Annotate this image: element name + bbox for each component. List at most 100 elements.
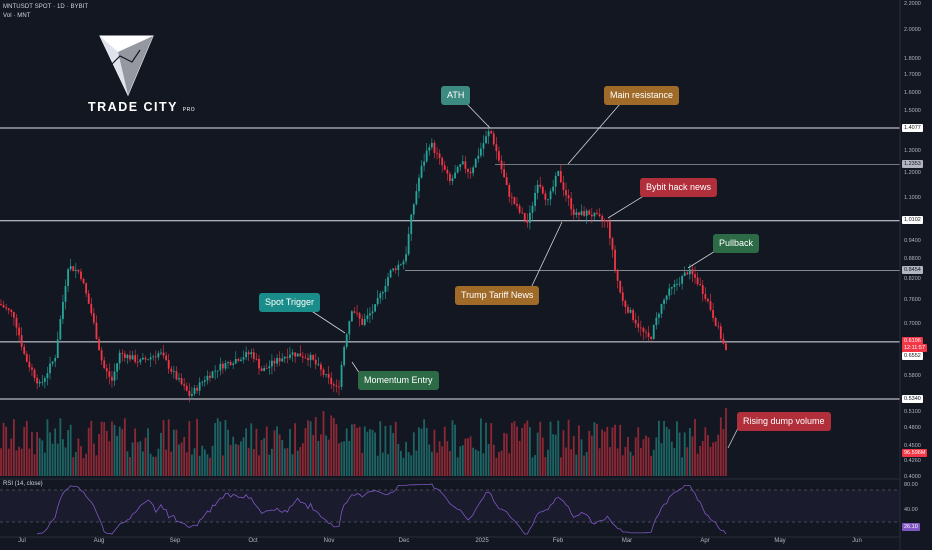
candle-body — [707, 298, 709, 302]
candle-body — [227, 362, 229, 364]
volume-bar — [170, 451, 173, 476]
candle-body — [247, 352, 250, 355]
candle-body — [90, 303, 93, 314]
candle-body — [7, 308, 10, 311]
volume-bar — [154, 456, 157, 476]
volume-bar — [725, 407, 727, 476]
candle-body — [642, 328, 645, 332]
volume-bar — [296, 450, 299, 476]
candle-body — [619, 280, 622, 293]
volume-bar — [562, 430, 565, 476]
candle-body — [126, 355, 129, 359]
volume-bar — [252, 449, 255, 476]
y-tick: 1.8000 — [904, 56, 921, 62]
volume-bar — [172, 429, 175, 476]
candle-body — [374, 304, 376, 312]
volume-bar — [714, 441, 717, 476]
month-label: Apr — [700, 538, 710, 544]
volume-bar — [7, 448, 10, 476]
rising-dump-volume-label[interactable]: Rising dump volume — [737, 412, 831, 431]
candle-body — [554, 175, 557, 187]
y-tick: 0.9400 — [904, 238, 921, 244]
candle-body — [92, 313, 95, 323]
volume-bar — [647, 437, 650, 476]
volume-bar — [572, 436, 575, 476]
volume-bar — [585, 451, 588, 476]
volume-bar — [425, 427, 428, 476]
volume-bar — [464, 438, 467, 476]
volume-bar — [446, 441, 449, 476]
volume-bar — [31, 431, 33, 476]
month-label: Aug — [93, 538, 105, 544]
candle-body — [144, 357, 147, 360]
candle-body — [240, 359, 242, 361]
candle-body — [23, 346, 26, 354]
candle-body — [152, 356, 155, 358]
candle-body — [387, 277, 389, 286]
volume-bar — [387, 454, 389, 476]
candle-body — [469, 171, 472, 174]
volume-bar — [366, 431, 369, 476]
volume-bar — [449, 451, 451, 476]
month-label: Oct — [248, 538, 258, 544]
pullback-level-label: 0.8454 — [902, 266, 923, 274]
candle-body — [147, 359, 149, 361]
volume-bar — [49, 432, 51, 476]
candle-body — [691, 269, 694, 275]
candle-body — [317, 364, 320, 366]
candle-body — [376, 298, 379, 305]
candle-body — [487, 131, 490, 137]
momentum-entry-label[interactable]: Momentum Entry — [358, 371, 439, 390]
candle-body — [477, 155, 480, 159]
candle-body — [252, 352, 255, 359]
volume-bar — [678, 432, 681, 476]
volume-bar — [529, 427, 531, 476]
volume-bar — [627, 437, 629, 476]
volume-bar — [394, 421, 397, 476]
ath-label[interactable]: ATH — [441, 86, 471, 105]
volume-bar — [500, 450, 503, 476]
pullback-label[interactable]: Pullback — [713, 234, 760, 253]
candle-body — [51, 361, 54, 364]
volume-bar — [100, 421, 103, 476]
candle-body — [149, 357, 152, 360]
candle-body — [178, 378, 180, 380]
candle-body — [67, 269, 69, 286]
main-resistance-label[interactable]: Main resistance — [604, 86, 680, 105]
volume-bar — [451, 420, 454, 476]
candle-body — [299, 353, 302, 357]
volume-bar — [436, 452, 438, 476]
volume-bar — [719, 417, 722, 476]
candle-body — [312, 354, 315, 360]
candle-body — [353, 311, 356, 313]
volume-bar — [286, 448, 289, 476]
volume-bar — [121, 429, 124, 476]
candle-body — [64, 285, 67, 302]
candle-body — [454, 172, 456, 179]
candle-body — [521, 212, 524, 214]
volume-bar — [381, 452, 384, 476]
bybit-hack-label[interactable]: Bybit hack news — [640, 178, 718, 197]
volume-bar — [441, 446, 444, 476]
candle-body — [105, 368, 108, 372]
candle-body — [332, 384, 335, 386]
volume-bar — [338, 443, 340, 476]
month-label: Sep — [169, 538, 181, 544]
candle-body — [343, 347, 346, 366]
spot-trigger-label[interactable]: Spot Trigger — [259, 293, 321, 312]
volume-bar — [683, 432, 686, 476]
volume-bar — [214, 423, 217, 476]
volume-bar — [41, 440, 44, 476]
volume-bar — [510, 422, 513, 476]
candle-body — [578, 212, 580, 216]
volume-bar — [717, 434, 720, 476]
candle-body — [136, 361, 139, 363]
trump-tariff-label[interactable]: Trump Tariff News — [455, 286, 540, 305]
volume-bar — [559, 457, 562, 476]
candle-body — [655, 317, 658, 326]
candle-body — [701, 285, 704, 295]
volume-bar — [229, 444, 232, 476]
candle-body — [580, 211, 583, 216]
volume-bar — [134, 428, 137, 476]
